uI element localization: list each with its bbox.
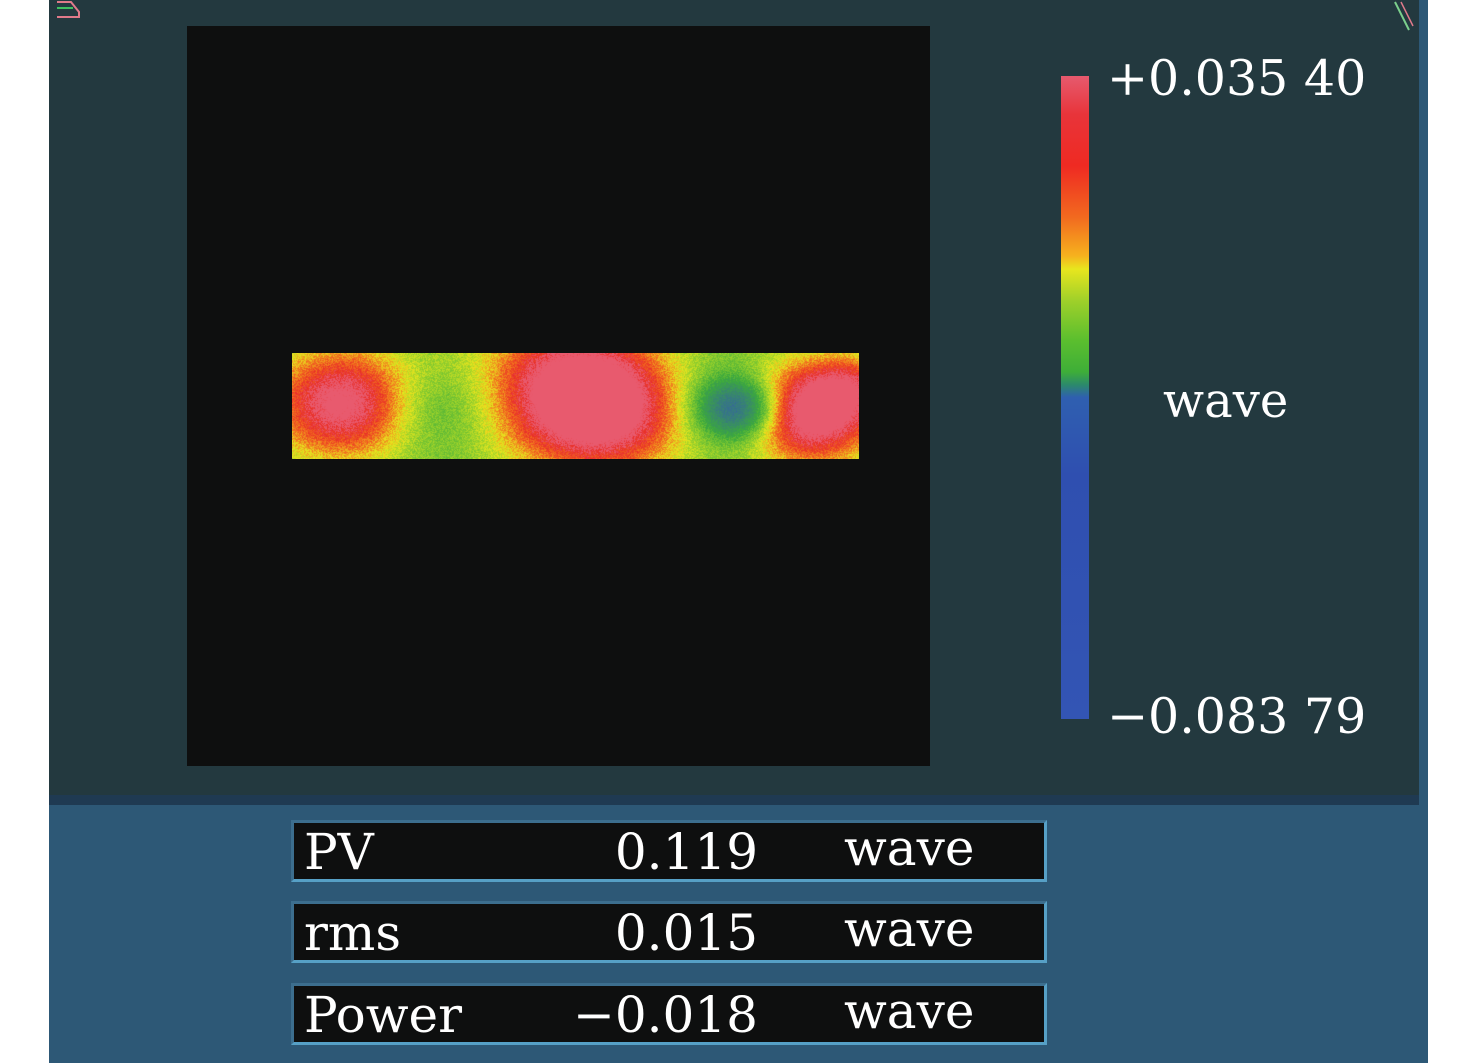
colorbar-max-label: +0.035 40 xyxy=(1107,50,1367,107)
resize-handle-icon[interactable] xyxy=(1391,0,1417,34)
stat-unit: wave xyxy=(844,982,975,1040)
stat-row-pv: PV 0.119 wave xyxy=(291,820,1047,882)
stat-name: PV xyxy=(304,823,374,881)
stat-value: 0.015 xyxy=(614,904,758,962)
wavefront-strip xyxy=(292,353,859,459)
stat-value: −0.018 xyxy=(572,986,758,1044)
analysis-window: +0.035 40 wave −0.083 79 PV 0.119 wave r… xyxy=(49,0,1428,1063)
wavefront-map[interactable] xyxy=(187,26,930,766)
stat-unit: wave xyxy=(844,900,975,958)
panel-divider xyxy=(49,795,1419,805)
corner-marker-icon xyxy=(57,1,80,18)
window-edge xyxy=(1419,0,1428,805)
stat-name: rms xyxy=(304,904,401,962)
stat-unit: wave xyxy=(844,819,975,877)
colorbar-min-label: −0.083 79 xyxy=(1107,688,1367,745)
colorbar-unit-label: wave xyxy=(1163,373,1289,429)
stat-row-power: Power −0.018 wave xyxy=(291,983,1047,1045)
stat-name: Power xyxy=(304,986,463,1044)
color-scale-bar xyxy=(1061,76,1089,719)
display-panel: +0.035 40 wave −0.083 79 xyxy=(49,0,1419,795)
stat-value: 0.119 xyxy=(614,823,758,881)
stat-row-rms: rms 0.015 wave xyxy=(291,901,1047,963)
